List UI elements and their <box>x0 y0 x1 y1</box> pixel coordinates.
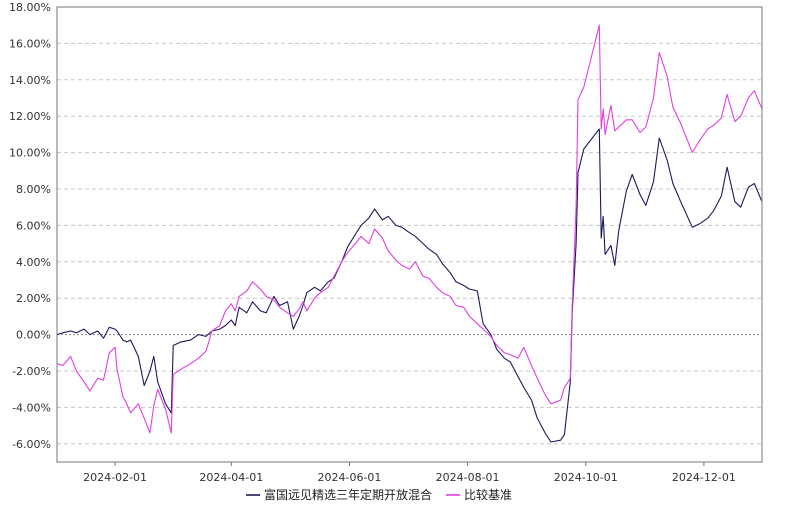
y-tick-label: -2.00% <box>12 365 51 378</box>
x-axis-tick-labels: 2024-02-01 2024-04-01 2024-06-01 2024-08-01… <box>83 462 736 484</box>
series-lines <box>56 24 763 443</box>
y-tick-label: 14.00% <box>9 74 51 87</box>
y-tick-label: 0.00% <box>16 329 51 342</box>
x-tick-label: 2024-06-01 <box>317 471 381 484</box>
y-tick-label: 10.00% <box>9 147 51 160</box>
plot-frame <box>56 6 763 463</box>
y-tick-label: -4.00% <box>12 401 51 414</box>
y-tick-label: -6.00% <box>12 438 51 451</box>
x-tick-label: 2024-10-01 <box>554 471 618 484</box>
legend-label-benchmark: 比较基准 <box>464 487 512 502</box>
y-tick-label: 2.00% <box>16 292 51 305</box>
y-tick-label: 12.00% <box>9 110 51 123</box>
x-tick-label: 2024-08-01 <box>436 471 500 484</box>
y-tick-label: 6.00% <box>16 219 51 232</box>
fund-series-line <box>56 128 763 443</box>
x-tick-label: 2024-02-01 <box>83 471 147 484</box>
y-tick-label: 4.00% <box>16 256 51 269</box>
benchmark-series-line <box>56 24 763 434</box>
y-tick-label: 16.00% <box>9 37 51 50</box>
x-tick-label: 2024-04-01 <box>199 471 263 484</box>
y-tick-label: 8.00% <box>16 183 51 196</box>
x-tick-label: 2024-12-01 <box>672 471 736 484</box>
y-axis-tick-labels: -6.00% -4.00% -2.00% 0.00% 2.00% 4.00% 6.00% 8.… <box>9 1 51 451</box>
y-tick-label: 18.00% <box>9 1 51 14</box>
legend-label-fund: 富国远见精选三年定期开放混合 <box>264 487 432 502</box>
legend: 富国远见精选三年定期开放混合 比较基准 <box>246 487 512 502</box>
